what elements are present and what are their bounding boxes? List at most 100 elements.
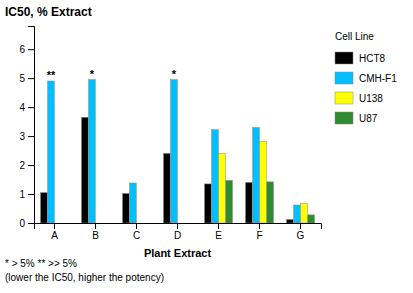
bar [144, 223, 151, 224]
tick: 4 [19, 102, 34, 113]
legend-label: U138 [359, 93, 383, 104]
legend-item: U87 [335, 112, 378, 124]
bar [164, 153, 171, 223]
bar [205, 184, 212, 223]
bar [185, 223, 192, 224]
bar [226, 180, 233, 223]
tick-mark [259, 223, 260, 229]
bar [130, 183, 137, 223]
tick-label: E [215, 230, 222, 241]
bar [82, 117, 89, 223]
tick: E [215, 223, 222, 241]
tick-mark [28, 136, 34, 137]
tick-label: D [174, 230, 181, 241]
annotation: * [172, 68, 177, 80]
bar-series [48, 80, 301, 223]
legend-title: Cell Line [335, 31, 374, 42]
tick-mark [28, 49, 34, 50]
bar [55, 223, 62, 224]
bar [89, 80, 96, 223]
bar [171, 80, 178, 223]
tick-mark [95, 223, 96, 229]
plot: 0123456ABCDEFG**** [19, 27, 321, 242]
tick-mark [28, 107, 34, 108]
bar-series [219, 141, 308, 223]
legend-swatch [335, 72, 353, 84]
bar-series [41, 117, 294, 223]
tick-label: G [297, 230, 305, 241]
legend-label: HCT8 [359, 53, 386, 64]
legend-item: U138 [335, 92, 383, 104]
bar [219, 153, 226, 223]
axis-line [35, 224, 322, 230]
tick-mark [300, 223, 301, 229]
bar [212, 130, 219, 223]
tick-mark [136, 223, 137, 229]
annotation: ** [47, 69, 56, 81]
tick: 5 [19, 73, 34, 84]
x-axis: A B C D E F G [35, 223, 322, 241]
tick-mark [28, 223, 34, 224]
y-axis: 0 1 2 3 4 5 6 [19, 27, 34, 229]
bar [246, 182, 253, 223]
tick-mark [54, 223, 55, 229]
tick: D [174, 223, 181, 241]
tick-label: 6 [19, 44, 25, 55]
bar [294, 205, 301, 223]
tick: 0 [19, 218, 34, 229]
legend-swatch [335, 112, 353, 124]
x-label: Plant Extract [144, 247, 212, 259]
bar [103, 223, 110, 224]
tick: A [51, 223, 58, 241]
legend: Cell Line HCT8 CMH-F1 U138 U87 [335, 31, 397, 124]
tick-label: 4 [19, 102, 25, 113]
tick: G [297, 223, 305, 241]
tick: C [133, 223, 140, 241]
tick: F [256, 223, 262, 241]
bar [178, 223, 185, 224]
annotations: **** [47, 68, 177, 81]
legend-swatch [335, 92, 353, 104]
legend-item: CMH-F1 [335, 72, 397, 84]
bar [123, 193, 130, 223]
title: IC50, % Extract [5, 5, 92, 19]
tick-label: B [92, 230, 99, 241]
legend-label: CMH-F1 [359, 73, 397, 84]
tick-label: F [256, 230, 262, 241]
chart: 0123456ABCDEFG****Plant ExtractIC50, % E… [0, 0, 413, 293]
tick-label: 3 [19, 131, 25, 142]
tick: 1 [19, 189, 34, 200]
legend-item: HCT8 [335, 52, 386, 64]
footnote: * > 5% ** >> 5% [5, 258, 77, 269]
tick-mark [218, 223, 219, 229]
bars [41, 80, 315, 223]
tick-label: C [133, 230, 140, 241]
tick-mark [177, 223, 178, 229]
bar [137, 223, 144, 224]
bar [62, 223, 69, 224]
legend-swatch [335, 52, 353, 64]
bar [287, 220, 294, 223]
footnote: (lower the IC50, higher the potency) [5, 272, 164, 283]
bar [308, 215, 315, 223]
bar [253, 127, 260, 223]
bar [267, 182, 274, 223]
bar [301, 203, 308, 223]
bar [96, 223, 103, 224]
bar [48, 81, 55, 223]
legend-label: U87 [359, 113, 378, 124]
tick: 2 [19, 160, 34, 171]
tick: B [92, 223, 99, 241]
tick-label: 5 [19, 73, 25, 84]
tick-mark [28, 165, 34, 166]
tick-mark [28, 78, 34, 79]
tick-label: 0 [19, 218, 25, 229]
tick-label: A [51, 230, 58, 241]
tick-mark [28, 194, 34, 195]
axis-line [28, 27, 35, 224]
tick-label: 2 [19, 160, 25, 171]
tick: 3 [19, 131, 34, 142]
bar [260, 141, 267, 223]
annotation: * [90, 68, 95, 80]
tick-label: 1 [19, 189, 25, 200]
